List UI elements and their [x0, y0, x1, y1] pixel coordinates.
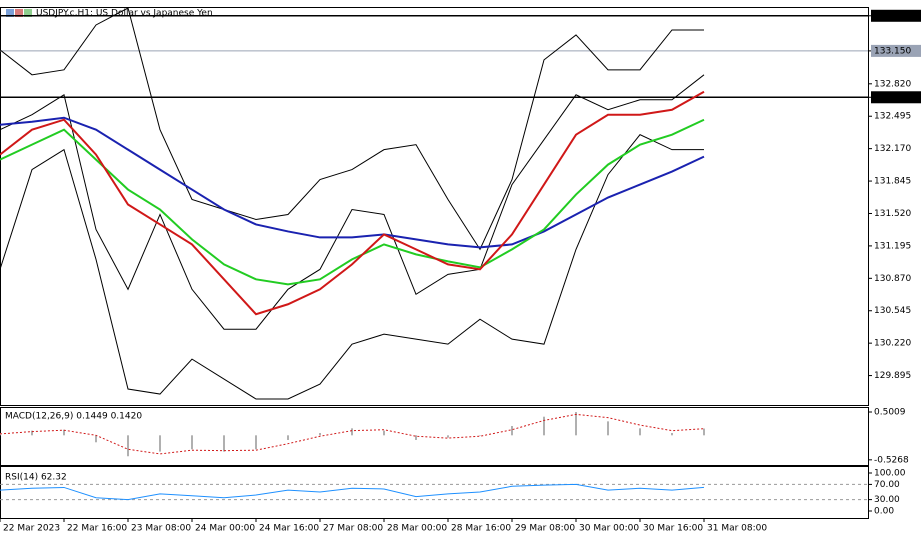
y-tick-label: 133.150 — [874, 46, 911, 56]
y-tick-label: 132.820 — [874, 79, 911, 89]
histogram-bar — [607, 421, 609, 436]
x-tick-label: 30 Mar 16:00 — [643, 524, 703, 534]
y-tick-label: 0.00 — [874, 507, 894, 517]
y-tick-label: 0.5009 — [874, 408, 906, 418]
price-label-box — [871, 44, 921, 57]
histogram-bar — [383, 430, 385, 436]
x-tick-label: 22 Mar 16:00 — [67, 524, 127, 534]
series-line — [0, 134, 704, 400]
y-tick-label: 70.00 — [874, 480, 900, 490]
series-line — [0, 483, 705, 501]
x-tick-label: 27 Mar 08:00 — [323, 524, 383, 534]
histogram-bar — [479, 435, 481, 436]
y-tick-label: 132.170 — [874, 144, 911, 154]
histogram-bar — [287, 435, 289, 440]
x-tick-label: 22 Mar 2023 — [3, 524, 60, 534]
histogram-bar — [639, 428, 641, 436]
histogram-bar — [223, 435, 225, 452]
histogram-bar — [95, 435, 97, 443]
y-tick-label: 131.195 — [874, 241, 911, 251]
x-tick-label: 23 Mar 08:00 — [131, 524, 191, 534]
histogram-bar — [191, 435, 193, 450]
series-line — [0, 413, 705, 455]
histogram-bar — [447, 435, 449, 438]
y-tick-label: 133.502 — [874, 11, 911, 21]
panel-title: MACD(12,26,9) 0.1449 0.1420 — [5, 412, 142, 422]
series-line — [0, 74, 705, 330]
panel-title: RSI(14) 62.32 — [5, 473, 67, 483]
histogram-bar — [415, 435, 417, 440]
histogram-bar — [511, 426, 513, 436]
series-line — [0, 118, 705, 286]
y-tick-label: 30.00 — [874, 495, 900, 505]
y-tick-label: 100.00 — [874, 469, 906, 479]
y-tick-label: 130.545 — [874, 306, 911, 316]
x-tick-label: 29 Mar 08:00 — [515, 524, 575, 534]
histogram-bar — [63, 429, 65, 436]
histogram-bar — [543, 416, 545, 436]
y-tick-label: 131.845 — [874, 177, 911, 187]
histogram-bar — [31, 430, 33, 436]
toolbar-icons — [6, 9, 32, 17]
x-tick-label: 24 Mar 16:00 — [259, 524, 319, 534]
y-tick-label: 131.520 — [874, 209, 911, 219]
histogram-bar — [319, 432, 321, 436]
x-tick-label: 24 Mar 00:00 — [195, 524, 255, 534]
histogram-bar — [255, 435, 257, 450]
y-tick-label: 132.685 — [874, 93, 911, 103]
histogram-bar — [159, 435, 161, 452]
price-label-box — [871, 9, 921, 22]
y-tick-label: -0.5268 — [874, 455, 909, 465]
histogram-bar — [351, 428, 353, 436]
y-tick-label: 130.220 — [874, 339, 911, 349]
panel-title: USDJPY.c,H1: US Dollar vs Japanese Yen — [36, 9, 213, 19]
y-tick-label: 130.870 — [874, 274, 911, 284]
series-line — [0, 116, 705, 249]
histogram-bar — [703, 428, 705, 436]
main-frame — [0, 7, 869, 406]
series-line — [0, 90, 705, 316]
rsi-frame — [0, 466, 869, 519]
price-label-box — [871, 91, 921, 104]
macd-frame — [0, 407, 869, 466]
histogram-bar — [575, 412, 577, 436]
y-tick-label: 132.495 — [874, 112, 911, 122]
histogram-bar — [127, 435, 129, 457]
x-tick-label: 30 Mar 00:00 — [579, 524, 639, 534]
y-tick-label: 129.895 — [874, 371, 911, 381]
x-tick-label: 28 Mar 00:00 — [387, 524, 447, 534]
histogram-bar — [671, 432, 673, 436]
series-line — [0, 8, 704, 251]
x-tick-label: 31 Mar 08:00 — [707, 524, 767, 534]
x-tick-label: 28 Mar 16:00 — [451, 524, 511, 534]
